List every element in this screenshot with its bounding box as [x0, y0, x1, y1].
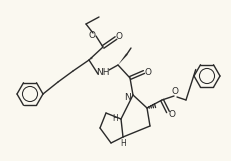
Polygon shape — [118, 53, 127, 65]
Text: NH: NH — [96, 67, 109, 76]
Text: H: H — [120, 139, 125, 148]
Text: N: N — [124, 93, 131, 101]
Text: O: O — [168, 109, 175, 118]
Text: H: H — [112, 114, 117, 123]
Text: O: O — [171, 86, 178, 95]
Text: O: O — [88, 30, 95, 39]
Text: O: O — [144, 67, 151, 76]
Text: O: O — [115, 32, 122, 41]
Text: *: * — [89, 57, 92, 62]
